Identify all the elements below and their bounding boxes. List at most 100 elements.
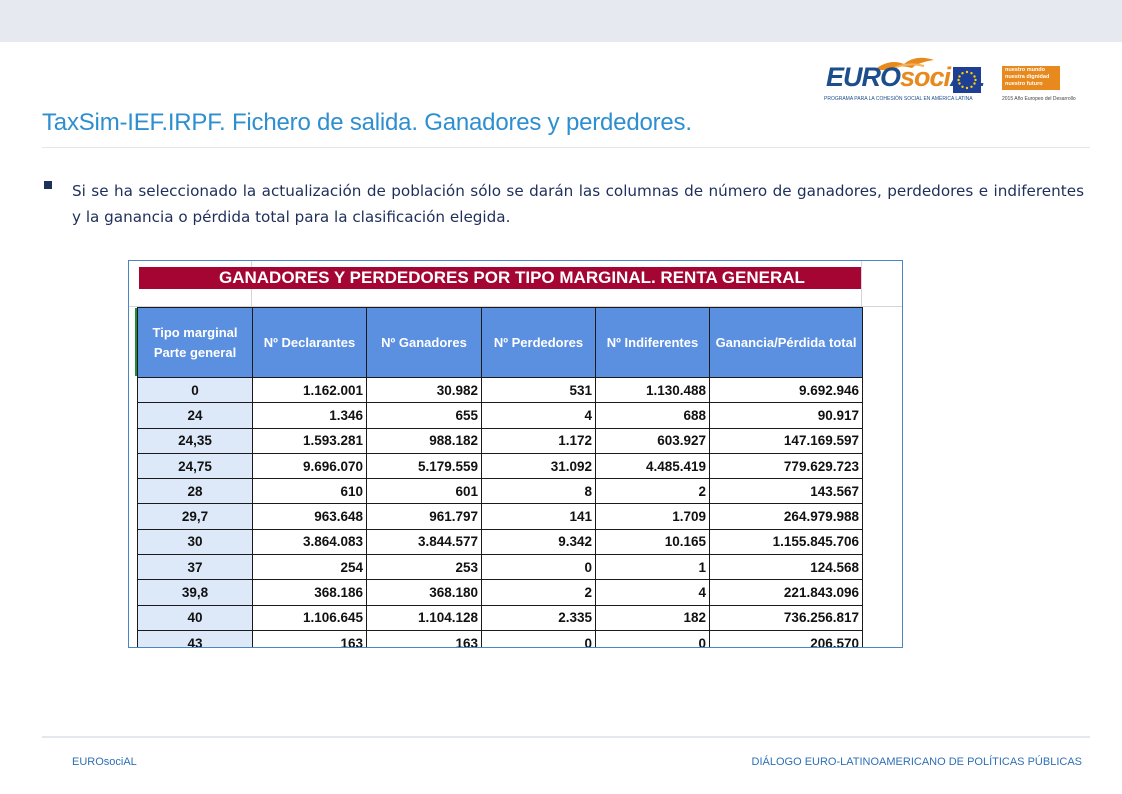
table-cell: 0: [595, 629, 710, 647]
table-row: 24 1.346 655 4 688 90.917: [137, 402, 863, 429]
table-cell: 5.179.559: [366, 452, 482, 480]
eurosocial-tagline: PROGRAMA PARA LA COHESIÓN SOCIAL EN AMÉR…: [824, 96, 973, 102]
table-row: 39,8 368.186 368.180 2 4 221.843.096: [137, 579, 863, 606]
table-cell: 1.155.845.706: [709, 528, 863, 556]
table-cell: 4: [595, 579, 710, 606]
header-indiferentes: Nº Indiferentes: [595, 307, 710, 378]
table-cell: 2: [481, 579, 596, 606]
table-header-row: Tipo marginal Parte general Nº Declarant…: [137, 307, 863, 378]
bullet-text: Si se ha seleccionado la actualización d…: [72, 182, 1084, 226]
footer-divider: [42, 736, 1090, 738]
table-row: 43 163 163 0 0 206.570: [137, 629, 863, 647]
table-cell: 43: [137, 629, 253, 647]
table-cell: 30.982: [366, 376, 482, 404]
header-declarantes: Nº Declarantes: [252, 307, 367, 378]
table-cell: 368.186: [252, 579, 367, 606]
table-cell: 24,75: [137, 452, 253, 480]
table-cell: 4: [481, 402, 596, 429]
table-cell: 29,7: [137, 503, 253, 530]
table-row: 30 3.864.083 3.844.577 9.342 10.165 1.155.845…: [137, 528, 863, 556]
table-cell: 9.692.946: [709, 376, 863, 404]
table-cell: 655: [366, 402, 482, 429]
table-cell: 1.593.281: [252, 427, 367, 454]
table-cell: 2: [595, 478, 710, 505]
table-cell: 143.567: [709, 478, 863, 505]
table-cell: 1.172: [481, 427, 596, 454]
table-cell: 1.106.645: [252, 604, 367, 631]
table-cell: 264.979.988: [709, 503, 863, 530]
spreadsheet-screenshot: GANADORES Y PERDEDORES POR TIPO MARGINAL…: [128, 260, 903, 648]
table-cell: 37: [137, 554, 253, 581]
footer-brand: EUROsociAL: [72, 756, 137, 768]
table-cell: 30: [137, 528, 253, 556]
table-cell: 531: [481, 376, 596, 404]
title-divider: [42, 147, 1090, 148]
table-cell: 603.927: [595, 427, 710, 454]
table-cell: 206.570: [709, 629, 863, 647]
table-cell: 1.104.128: [366, 604, 482, 631]
table-row: 40 1.106.645 1.104.128 2.335 182 736.256.817: [137, 604, 863, 631]
table-row: 37 254 253 0 1 124.568: [137, 554, 863, 581]
table-cell: 0: [481, 629, 596, 647]
table-cell: 4.485.419: [595, 452, 710, 480]
table-cell: 601: [366, 478, 482, 505]
winners-losers-table: Tipo marginal Parte general Nº Declarant…: [137, 307, 863, 647]
table-row: 28 610 601 8 2 143.567: [137, 478, 863, 505]
table-cell: 141: [481, 503, 596, 530]
table-cell: 779.629.723: [709, 452, 863, 480]
table-cell: 1.130.488: [595, 376, 710, 404]
table-cell: 8: [481, 478, 596, 505]
table-cell: 90.917: [709, 402, 863, 429]
table-cell: 254: [252, 554, 367, 581]
table-cell: 28: [137, 478, 253, 505]
table-cell: 688: [595, 402, 710, 429]
table-cell: 9.696.070: [252, 452, 367, 480]
table-cell: 0: [481, 554, 596, 581]
footer-tagline: DIÁLOGO EURO-LATINOAMERICANO DE POLÍTICA…: [751, 756, 1082, 768]
table-cell: 1.162.001: [252, 376, 367, 404]
header-logos: EUROsociAL PROGRAMA PARA LA COHESIÓN SOC…: [820, 56, 1090, 108]
table-cell: 3.864.083: [252, 528, 367, 556]
table-cell: 40: [137, 604, 253, 631]
table-cell: 1.709: [595, 503, 710, 530]
table-cell: 31.092: [481, 452, 596, 480]
grid-cell: [252, 261, 862, 307]
table-cell: 610: [252, 478, 367, 505]
table-cell: 221.843.096: [709, 579, 863, 606]
header-ganadores: Nº Ganadores: [366, 307, 482, 378]
table-cell: 961.797: [366, 503, 482, 530]
table-cell: 24: [137, 402, 253, 429]
table-cell: 253: [366, 554, 482, 581]
table-cell: 0: [137, 376, 253, 404]
top-band: [0, 0, 1122, 42]
header-tipo-marginal: Tipo marginal Parte general: [137, 307, 253, 378]
table-cell: 163: [366, 629, 482, 647]
header-perdedores: Nº Perdedores: [481, 307, 596, 378]
table-row: 0 1.162.001 30.982 531 1.130.488 9.692.946: [137, 376, 863, 404]
table-cell: 39,8: [137, 579, 253, 606]
header-ganancia-perdida: Ganancia/Pérdida total: [709, 307, 863, 378]
bird-icon: [874, 57, 934, 70]
table-cell: 1: [595, 554, 710, 581]
table-cell: 1.346: [252, 402, 367, 429]
table-cell: 24,35: [137, 427, 253, 454]
table-cell: 963.648: [252, 503, 367, 530]
table-cell: 182: [595, 604, 710, 631]
table-banner: GANADORES Y PERDEDORES POR TIPO MARGINAL…: [139, 267, 861, 289]
table-cell: 988.182: [366, 427, 482, 454]
european-year-box: nuestro mundo nuestra dignidad nuestro f…: [1002, 66, 1060, 90]
european-year-logo: nuestro mundo nuestra dignidad nuestro f…: [1002, 66, 1076, 106]
eu-flag-icon: [953, 67, 981, 93]
table-row: 24,35 1.593.281 988.182 1.172 603.927 147.169…: [137, 427, 863, 454]
eurosocial-logo: EUROsociAL PROGRAMA PARA LA COHESIÓN SOC…: [820, 56, 1000, 106]
table-cell: 9.342: [481, 528, 596, 556]
table-cell: 368.180: [366, 579, 482, 606]
table-row: 24,75 9.696.070 5.179.559 31.092 4.485.419 77…: [137, 452, 863, 480]
slide-title: TaxSim-IEF.IRPF. Fichero de salida. Gana…: [42, 109, 692, 136]
table-cell: 163: [252, 629, 367, 647]
european-year-caption: 2015 Año Europeo del Desarrollo: [1002, 96, 1076, 102]
bullet-square-icon: [44, 181, 52, 189]
table-cell: 3.844.577: [366, 528, 482, 556]
table-cell: 147.169.597: [709, 427, 863, 454]
table-cell: 2.335: [481, 604, 596, 631]
